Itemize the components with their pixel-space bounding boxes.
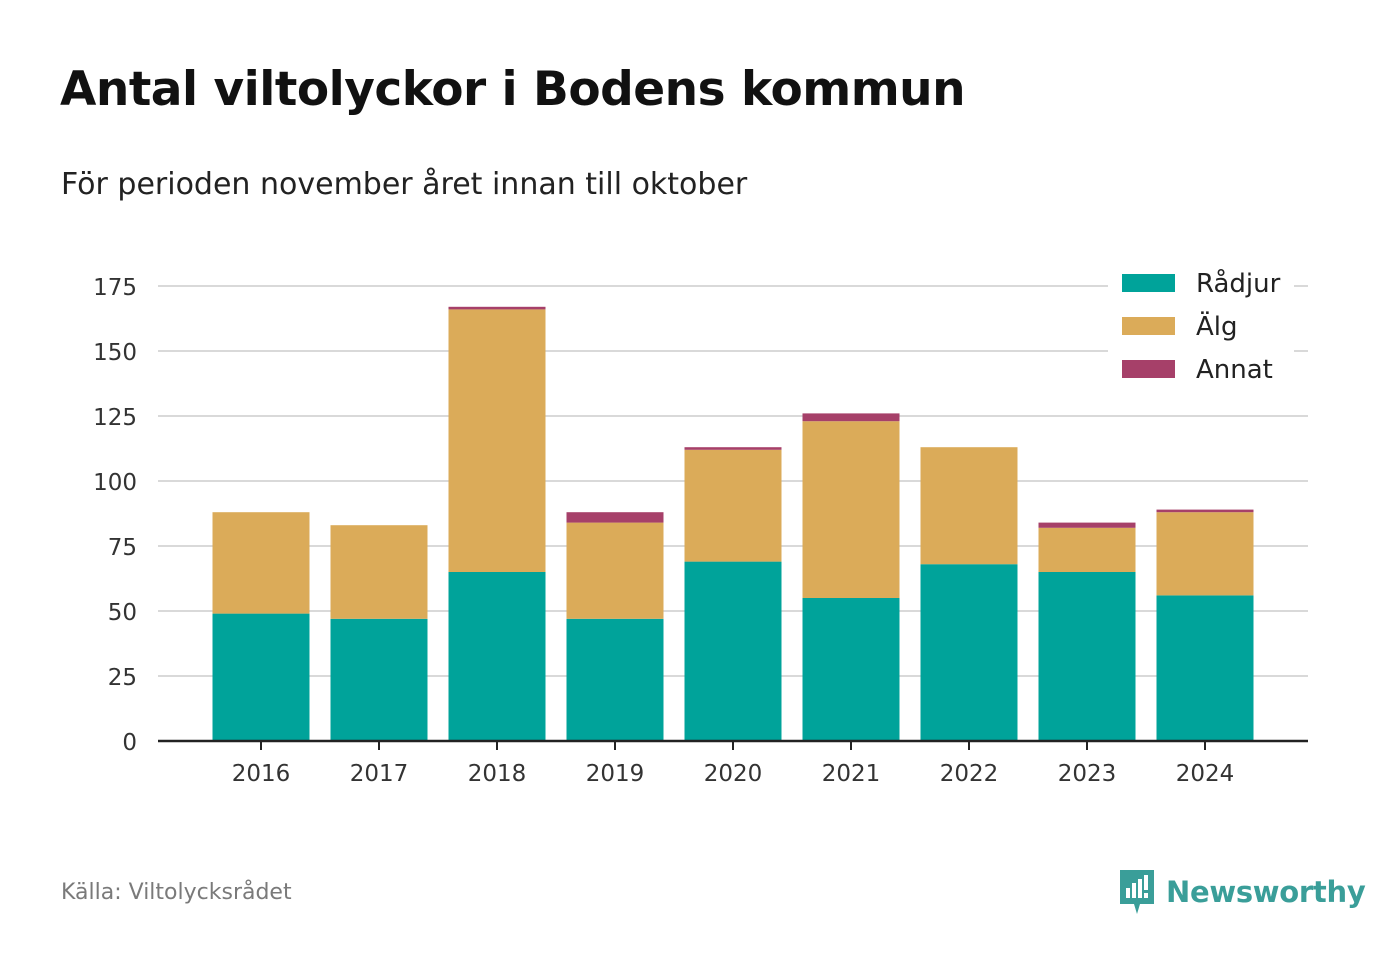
brand-name: Newsworthy [1166,875,1366,909]
bar-rådjur-2016 [212,613,310,741]
source-note: Källa: Viltolycksrådet [61,880,292,905]
axes: 0 25 50 75 100 125 150 175 2016 2017 2018 2019 2020 2… [93,275,1308,787]
bar-rådjur-2021 [802,598,900,741]
legend: Rådjur Älg Annat [1108,262,1294,390]
x-tick-label-2016: 2016 [232,761,291,787]
bar-rådjur-2023 [1038,572,1136,741]
chart-subtitle: För perioden november året innan till ok… [61,167,748,202]
y-tick-label: 100 [93,470,137,496]
bar-annat-2020 [684,447,782,450]
y-tick-label: 150 [93,340,137,366]
legend-swatch-rådjur [1122,274,1175,292]
y-tick-label: 0 [122,730,137,756]
bar-älg-2018 [448,309,546,572]
bar-annat-2023 [1038,522,1136,528]
bar-rådjur-2019 [566,618,664,741]
chart-title: Antal viltolyckor i Bodens kommun [60,62,966,117]
bar-rådjur-2020 [684,561,782,741]
bars [212,306,1254,741]
bar-älg-2023 [1038,527,1136,572]
bar-älg-2019 [566,522,664,619]
y-tick-label: 175 [93,275,137,301]
x-tick-label-2024: 2024 [1176,761,1235,787]
legend-swatch-älg [1122,317,1175,335]
bar-älg-2022 [920,447,1018,565]
legend-label-annat: Annat [1196,355,1273,385]
bar-annat-2019 [566,512,664,523]
y-tick-label: 125 [93,405,137,431]
x-tick-label-2022: 2022 [940,761,999,787]
newsworthy-logo: Newsworthy [1118,868,1366,916]
newsworthy-logo-icon [1120,870,1154,914]
bar-älg-2020 [684,449,782,562]
x-tick-label-2017: 2017 [350,761,409,787]
bar-rådjur-2018 [448,572,546,741]
x-tick-label-2020: 2020 [704,761,763,787]
bar-älg-2021 [802,421,900,598]
x-tick-label-2018: 2018 [468,761,527,787]
legend-label-älg: Älg [1196,310,1238,342]
bar-rådjur-2024 [1156,595,1254,741]
bar-rådjur-2017 [330,618,428,741]
legend-swatch-annat [1122,360,1175,378]
bar-rådjur-2022 [920,564,1018,741]
bar-annat-2021 [802,413,900,422]
y-tick-label: 75 [108,535,137,561]
x-tick-label-2021: 2021 [822,761,881,787]
y-tick-label: 50 [108,600,137,626]
y-tick-label: 25 [108,665,137,691]
bar-annat-2024 [1156,509,1254,513]
bar-älg-2017 [330,525,428,619]
bar-älg-2016 [212,512,310,614]
bar-annat-2018 [448,306,546,310]
bar-älg-2024 [1156,512,1254,596]
legend-label-rådjur: Rådjur [1196,268,1281,299]
x-tick-label-2023: 2023 [1058,761,1117,787]
x-tick-label-2019: 2019 [586,761,645,787]
